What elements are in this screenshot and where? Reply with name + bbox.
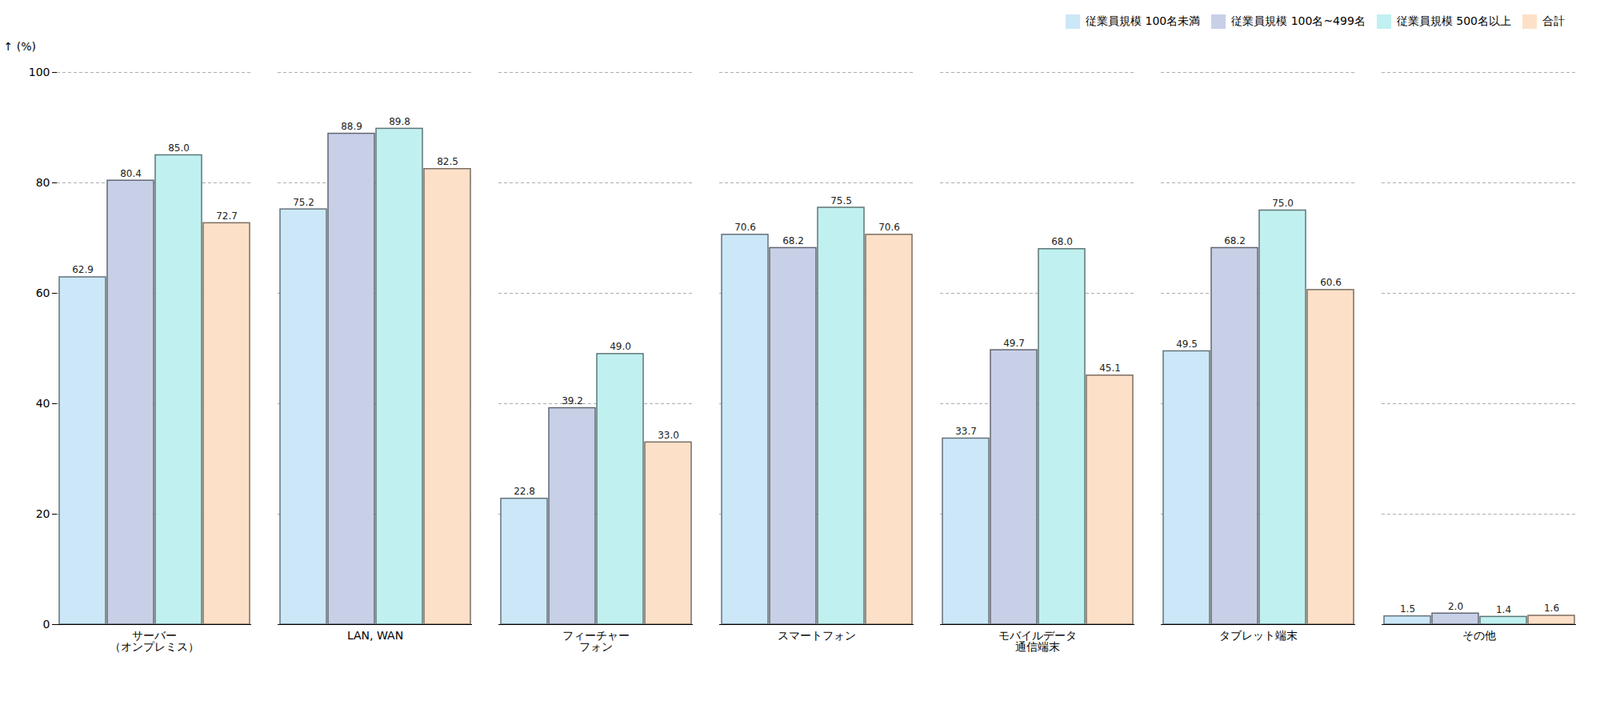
svg-text:タブレット端末: タブレット端末 (1219, 628, 1298, 642)
html-text:従業員規模 100名~499名: 従業員規模 100名~499名 (1231, 14, 1366, 27)
svg-text:100: 100 (28, 65, 51, 79)
svg-text:68.2: 68.2 (782, 235, 804, 247)
svg-text:75.0: 75.0 (1272, 197, 1294, 209)
html-text:合計: 合計 (1542, 14, 1565, 27)
svg-text:33.7: 33.7 (955, 425, 977, 437)
svg-text:89.8: 89.8 (388, 116, 411, 128)
svg-text:40: 40 (36, 396, 51, 410)
svg-text:49.5: 49.5 (1176, 338, 1198, 350)
svg-text:68.0: 68.0 (1051, 236, 1073, 248)
svg-text:39.2: 39.2 (561, 395, 584, 407)
svg-text:↑ (%): ↑ (%) (4, 40, 36, 53)
svg-text:22.8: 22.8 (513, 485, 536, 497)
svg-text:その他: その他 (1462, 628, 1496, 642)
svg-text:1.5: 1.5 (1400, 603, 1416, 615)
svg-text:75.5: 75.5 (830, 195, 852, 207)
svg-text:20: 20 (36, 507, 51, 520)
svg-text:モバイルデータ通信端末: モバイルデータ通信端末 (998, 628, 1077, 653)
svg-text:85.0: 85.0 (168, 142, 190, 154)
svg-text:60: 60 (36, 286, 51, 300)
svg-text:80: 80 (36, 176, 51, 189)
svg-text:70.6: 70.6 (878, 221, 900, 233)
svg-text:サーバー（オンプレミス）: サーバー（オンプレミス） (109, 628, 200, 653)
html-text:従業員規模 500名以上: 従業員規模 500名以上 (1396, 14, 1512, 27)
svg-text:1.4: 1.4 (1496, 604, 1512, 616)
svg-text:49.0: 49.0 (609, 340, 632, 352)
svg-text:フィーチャーフォン: フィーチャーフォン (562, 628, 630, 653)
svg-text:スマートフォン: スマートフォン (777, 628, 856, 642)
svg-text:33.0: 33.0 (657, 429, 680, 441)
html-text:従業員規模 100名未満: 従業員規模 100名未満 (1085, 14, 1201, 27)
svg-text:49.7: 49.7 (1003, 337, 1025, 349)
svg-text:1.6: 1.6 (1544, 602, 1560, 614)
svg-text:45.1: 45.1 (1099, 362, 1121, 374)
svg-text:72.7: 72.7 (216, 210, 238, 222)
svg-text:60.6: 60.6 (1320, 276, 1342, 288)
svg-text:2.0: 2.0 (1448, 600, 1464, 612)
svg-text:75.2: 75.2 (292, 196, 315, 208)
svg-text:88.9: 88.9 (340, 120, 363, 132)
svg-text:62.9: 62.9 (72, 264, 94, 276)
svg-text:70.6: 70.6 (734, 221, 756, 233)
svg-text:68.2: 68.2 (1224, 235, 1246, 247)
svg-text:LAN, WAN: LAN, WAN (347, 628, 404, 642)
svg-text:80.4: 80.4 (120, 168, 142, 180)
svg-text:82.5: 82.5 (436, 156, 459, 168)
svg-text:0: 0 (43, 617, 51, 631)
